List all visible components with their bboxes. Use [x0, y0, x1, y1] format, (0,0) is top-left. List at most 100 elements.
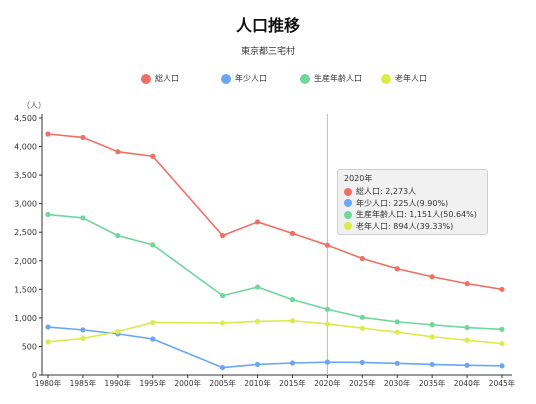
data-point	[220, 364, 226, 371]
legend-label: 年少人口	[235, 74, 267, 83]
y-tick-label: 500	[22, 342, 37, 351]
data-point	[289, 318, 296, 324]
legend-item[interactable]: 老年人口	[381, 73, 427, 84]
y-tick-label: 3,500	[14, 171, 37, 180]
legend-label: 総人口	[155, 74, 179, 83]
legend-marker-icon	[141, 73, 151, 84]
data-point	[429, 361, 435, 368]
x-tick-label: 1990年	[105, 378, 132, 388]
data-point	[220, 320, 226, 326]
tooltip-text: 老年人口: 894人(39.33%)	[356, 221, 454, 231]
chart-title: 人口推移	[235, 16, 300, 35]
data-point	[289, 360, 296, 366]
chart-subtitle: 東京都三宅村	[240, 47, 295, 57]
data-point	[429, 334, 435, 340]
x-tick-label: 2040年	[454, 378, 481, 388]
y-tick-label: 0	[32, 371, 37, 380]
y-axis-label: （人）	[22, 101, 46, 110]
data-point	[499, 286, 505, 292]
data-point	[429, 322, 435, 328]
legend-label: 老年人口	[395, 74, 427, 83]
x-tick-label: 2010年	[244, 378, 271, 388]
data-point	[80, 215, 86, 221]
data-point	[429, 274, 435, 280]
data-point	[359, 359, 365, 366]
data-point	[499, 326, 505, 332]
data-point	[115, 328, 121, 335]
data-point	[254, 361, 261, 368]
data-point	[150, 336, 156, 342]
data-point	[464, 324, 470, 331]
y-tick-label: 4,000	[14, 143, 37, 152]
data-point	[394, 319, 400, 325]
x-tick-label: 1995年	[139, 378, 166, 388]
tooltip-text: 総人口: 2,273人	[356, 187, 417, 197]
data-point	[324, 321, 330, 327]
data-point	[359, 255, 365, 262]
data-point	[254, 284, 261, 290]
x-tick-label: 2020年	[314, 378, 341, 388]
data-point	[324, 306, 330, 312]
data-point	[150, 153, 156, 159]
data-point	[45, 324, 51, 330]
data-point	[45, 339, 51, 345]
data-point	[394, 266, 400, 272]
legend-marker-icon	[300, 73, 310, 84]
legend: 総人口 年少人口 生産年齢人口 老年人口	[0, 73, 536, 89]
data-point	[150, 319, 156, 326]
tooltip-row: 年少人口: 225人(9.90%)	[344, 198, 481, 210]
data-point	[324, 242, 330, 248]
tooltip-marker-icon	[344, 210, 352, 219]
data-point	[359, 325, 365, 331]
x-tick-label: 2015年	[279, 378, 306, 388]
data-point	[464, 362, 470, 368]
legend-marker-icon	[221, 73, 231, 84]
data-point	[289, 297, 296, 303]
x-tick-label: 1980年	[35, 378, 62, 388]
y-tick-label: 1,000	[14, 314, 37, 323]
data-point	[80, 335, 86, 342]
x-tick-label: 1985年	[70, 378, 97, 388]
x-tick-label: 2000年	[174, 378, 201, 388]
legend-item[interactable]: 総人口	[141, 73, 179, 84]
data-point	[254, 318, 261, 324]
x-tick-label: 2005年	[209, 378, 236, 388]
data-point	[115, 149, 121, 155]
y-tick-label: 4,500	[14, 114, 37, 123]
tooltip-text: 年少人口: 225人(9.90%)	[356, 198, 449, 208]
x-tick-label: 2030年	[384, 378, 411, 388]
x-tick-label: 2025年	[349, 378, 376, 388]
x-tick-label: 2035年	[419, 378, 446, 388]
data-point	[499, 340, 505, 347]
legend-item[interactable]: 生産年齢人口	[300, 73, 362, 84]
tooltip-row: 総人口: 2,273人	[344, 186, 481, 198]
x-tick-label: 2045年	[489, 378, 516, 388]
data-point	[80, 327, 86, 333]
y-tick-label: 2,500	[14, 228, 37, 237]
data-point	[394, 360, 400, 366]
data-point	[324, 359, 330, 365]
data-point	[254, 219, 261, 225]
data-point	[80, 134, 86, 141]
y-tick-label: 3,000	[14, 200, 37, 209]
legend-item[interactable]: 年少人口	[221, 73, 267, 84]
data-point	[220, 233, 226, 239]
legend-marker-icon	[381, 73, 391, 84]
data-point	[499, 363, 505, 369]
data-point	[220, 293, 226, 299]
legend-label: 生産年齢人口	[314, 74, 362, 83]
data-point	[150, 242, 156, 248]
tooltip: 2020年 総人口: 2,273人 年少人口: 225人(9.90%) 生産年齢人口…	[337, 169, 488, 235]
y-tick-label: 2,000	[14, 257, 37, 266]
data-point	[464, 337, 470, 343]
tooltip-text: 生産年齢人口: 1,151人(50.64%)	[356, 210, 477, 220]
tooltip-marker-icon	[344, 199, 352, 208]
tooltip-title: 2020年	[344, 174, 373, 183]
data-point	[289, 230, 296, 236]
data-point	[45, 211, 51, 218]
data-point	[115, 233, 121, 239]
tooltip-row: 老年人口: 894人(39.33%)	[344, 221, 481, 233]
data-point	[45, 131, 51, 137]
